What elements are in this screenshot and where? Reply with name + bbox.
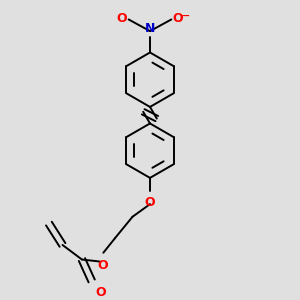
Text: O: O bbox=[116, 12, 127, 25]
Text: −: − bbox=[181, 11, 190, 21]
Text: O: O bbox=[97, 259, 108, 272]
Text: O: O bbox=[145, 196, 155, 209]
Text: O: O bbox=[96, 286, 106, 299]
Text: N: N bbox=[145, 22, 155, 35]
Text: O: O bbox=[172, 12, 183, 25]
